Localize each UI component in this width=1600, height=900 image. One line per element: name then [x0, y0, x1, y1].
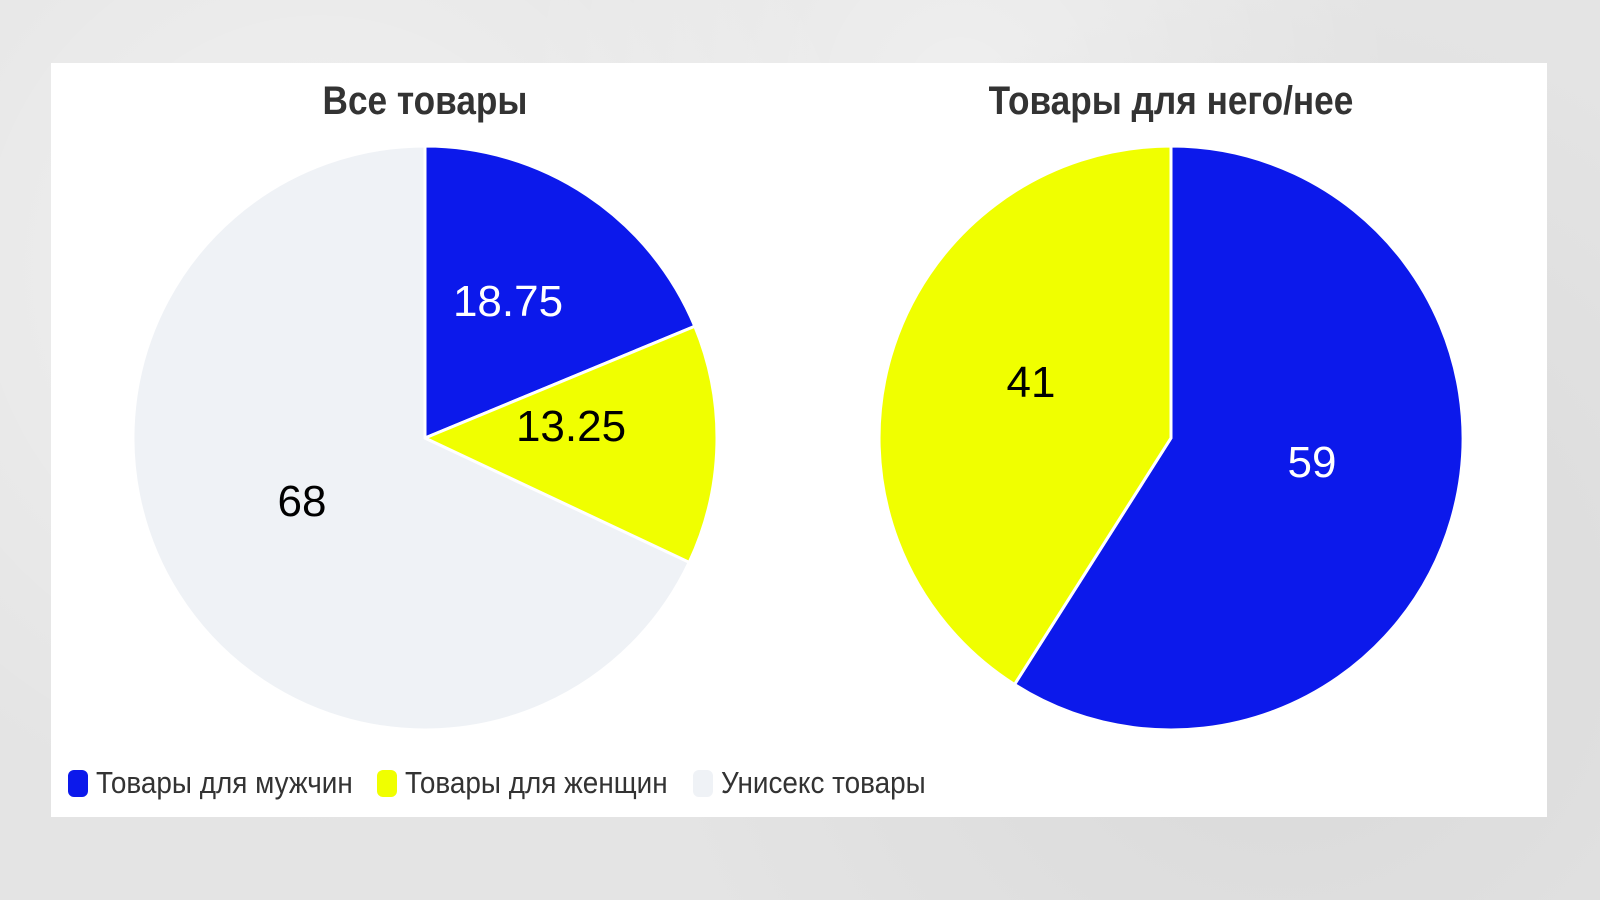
legend-swatch-men [68, 769, 88, 797]
slice-men-right[interactable] [1013, 144, 1465, 732]
label-men-value: 18.75 [453, 277, 563, 326]
legend-swatch-women [377, 769, 398, 797]
slice-men[interactable] [423, 144, 697, 440]
label-men-right-value: 59 [1288, 438, 1337, 487]
legend-item-women[interactable]: Товары для женщин [377, 765, 683, 801]
pie-all-products: 18.75 13.25 68 [131, 144, 719, 732]
pie-him-her: 59 41 [877, 144, 1465, 732]
label-unisex-value: 68 [278, 477, 327, 526]
label-women-value: 13.25 [516, 402, 626, 451]
label-women-right-value: 41 [1007, 358, 1056, 407]
chart-card: Все товары Товары для него/нее 18.75 13.… [51, 63, 1547, 817]
legend-label-unisex: Унисекс товары [721, 765, 926, 800]
legend-swatch-unisex [693, 769, 714, 797]
legend-label-women: Товары для женщин [405, 765, 668, 800]
legend-label-men: Товары для мужчин [96, 765, 353, 800]
pie-charts: 18.75 13.25 68 59 41 [131, 144, 1465, 732]
legend-item-men[interactable]: Товары для мужчин [68, 765, 367, 801]
chart-title-him-her: Товары для него/нее [988, 79, 1354, 123]
chart-title-all-products: Все товары [322, 79, 528, 123]
legend: Товары для мужчин Товары для женщин Унис… [68, 765, 945, 801]
slice-unisex[interactable] [131, 144, 691, 732]
slice-women[interactable] [423, 324, 719, 564]
legend-item-unisex[interactable]: Унисекс товары [693, 765, 934, 801]
slice-women-right[interactable] [877, 144, 1173, 686]
